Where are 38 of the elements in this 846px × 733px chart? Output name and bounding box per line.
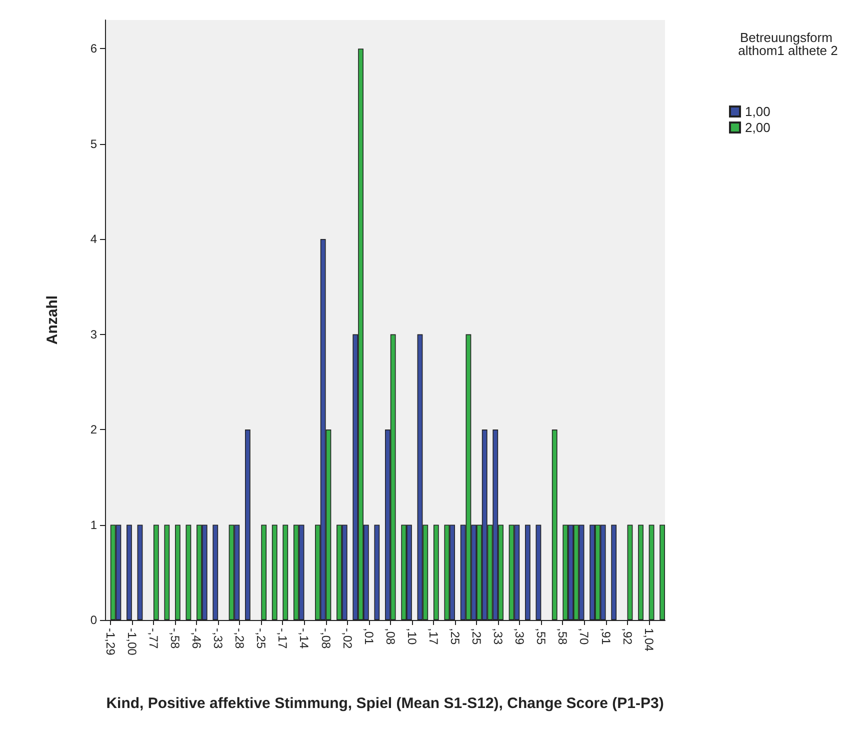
x-tick-label: ,55: [534, 628, 548, 646]
x-tick-label: ,92: [620, 628, 634, 646]
x-tick-label: ,25: [470, 628, 484, 646]
x-axis-title: Kind, Positive affektive Stimmung, Spiel (Mean S1-S12), Change Score (P1-P3): [106, 695, 664, 712]
x-tick-label: -,25: [254, 628, 268, 650]
x-tick-label: ,10: [404, 628, 419, 646]
x-tick-label: ,91: [598, 628, 613, 646]
x-tick-label: -,28: [232, 628, 247, 650]
y-tick-label: 2: [90, 422, 98, 437]
legend-label: 2,00: [745, 120, 770, 135]
y-tick-label: 1: [90, 518, 98, 532]
x-tick-label: ,58: [556, 628, 570, 646]
x-tick-label: ,01: [362, 628, 376, 646]
y-tick-label: 4: [90, 232, 98, 246]
x-tick-label: -,17: [276, 628, 290, 650]
legend-label: 1,00: [745, 104, 770, 119]
x-tick-label: -,58: [168, 628, 182, 650]
x-tick-label: -,08: [318, 628, 333, 650]
y-tick-label: 5: [90, 136, 98, 151]
y-axis-title: Anzahl: [44, 295, 61, 345]
x-tick-label: ,25: [448, 628, 462, 646]
legend-title: Betreuungsform althom1 althete 2: [738, 30, 838, 58]
x-tick-label: 1,04: [642, 628, 656, 652]
y-tick-label: 3: [90, 327, 98, 342]
x-tick-label: -,77: [146, 628, 160, 650]
x-tick-label: -,46: [190, 628, 204, 650]
x-tick-label: -,02: [340, 628, 354, 650]
x-tick-label: -1,00: [124, 628, 139, 656]
y-tick-label: 6: [90, 42, 98, 56]
x-tick-label: -1,29: [103, 628, 118, 656]
x-tick-label: -,33: [211, 628, 226, 650]
x-tick-label: ,39: [512, 628, 527, 646]
x-tick-label: ,17: [426, 628, 440, 646]
x-tick-label: ,33: [491, 628, 506, 646]
y-tick-label: 0: [90, 613, 98, 627]
x-tick-label: -,14: [297, 628, 312, 650]
x-tick-label: ,70: [577, 628, 592, 646]
x-tick-label: ,08: [383, 628, 398, 646]
